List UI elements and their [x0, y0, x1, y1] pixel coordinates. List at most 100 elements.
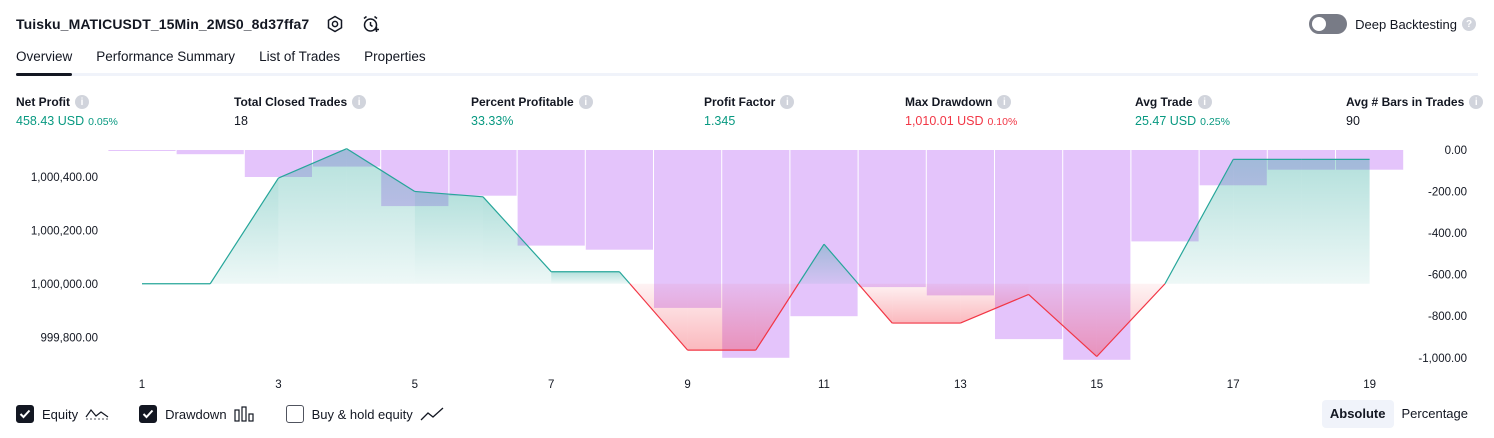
metric-net-profit: Net Profit i 458.43 USD 0.05% [16, 94, 118, 130]
metric-profit-factor: Profit Factor i 1.345 [704, 94, 795, 130]
metric-percent: 0.05% [88, 116, 118, 128]
x-axis-tick-label: 15 [1090, 379, 1103, 391]
right-axis-tick-label: -200.00 [1428, 187, 1467, 199]
info-icon[interactable]: i [997, 95, 1012, 109]
right-axis-tick-label: 0.00 [1445, 145, 1467, 157]
drawdown-checkbox[interactable] [139, 405, 158, 423]
alarm-clock-plus-icon[interactable] [361, 14, 381, 34]
metric-value: 18 [234, 114, 248, 128]
equity-segment-negative [1096, 283, 1166, 357]
left-axis-tick-label: 1,000,400.00 [31, 172, 98, 184]
strategy-header: Tuisku_MATICUSDT_15Min_2MS0_8d37ffa7 [16, 12, 381, 36]
equity-fill-positive [278, 148, 347, 284]
x-axis-tick-label: 17 [1227, 379, 1240, 391]
x-axis-tick-label: 19 [1363, 379, 1376, 391]
equity-segment-positive [823, 243, 859, 285]
x-axis-tick-label: 9 [684, 379, 690, 391]
info-icon[interactable]: i [578, 95, 593, 109]
equity-segment-negative [755, 283, 800, 351]
buy-hold-checkbox[interactable] [285, 405, 304, 423]
legend-equity[interactable]: Equity [16, 405, 109, 423]
equity-fill-negative [687, 283, 756, 351]
legend-label: Drawdown [165, 406, 227, 422]
drawdown-bar [654, 150, 722, 308]
metric-value: 1.345 [704, 114, 736, 128]
equity-line [142, 148, 1370, 357]
equity-fill-negative [960, 283, 1029, 324]
right-axis-tick-label: -600.00 [1428, 270, 1467, 282]
equity-segment-negative [960, 293, 1029, 324]
equity-segment-positive [278, 148, 347, 179]
equity-fill-positive [414, 191, 483, 284]
drawdown-bar [449, 150, 517, 196]
metric-percent: 0.25% [1200, 116, 1230, 128]
tab-bar: Overview Performance Summary List of Tra… [16, 46, 1478, 76]
info-icon[interactable]: i [780, 95, 795, 109]
equity-fill-positive [483, 196, 552, 284]
equity-fill-positive [1301, 159, 1370, 284]
help-icon[interactable]: ? [1462, 17, 1476, 31]
metric-label: Profit Factor [704, 95, 776, 109]
left-y-axis: 1,000,400.00 1,000,200.00 1,000,000.00 999,… [31, 172, 98, 344]
deep-backtesting-label: Deep Backtesting [1355, 16, 1457, 32]
legend-drawdown[interactable]: Drawdown [139, 405, 255, 423]
toggle-knob [1312, 17, 1327, 31]
tab-performance-summary[interactable]: Performance Summary [96, 49, 236, 64]
buy-hold-line-icon [420, 407, 444, 421]
equity-fill-positive [551, 271, 620, 284]
x-axis-tick-label: 3 [275, 379, 281, 391]
equity-segment-negative [629, 283, 689, 351]
metric-value: 90 [1346, 114, 1360, 128]
metric-label: Avg # Bars in Trades [1346, 95, 1465, 109]
metric-percent: 0.10% [987, 116, 1018, 128]
metric-label: Max Drawdown [905, 95, 993, 109]
x-axis: 1 3 5 7 9 11 13 15 17 19 [139, 379, 1376, 391]
metric-label: Percent Profitable [471, 95, 574, 109]
equity-fill-negative [1028, 283, 1097, 357]
drawdown-bar [517, 150, 585, 246]
equity-checkbox[interactable] [16, 405, 34, 423]
equity-drawdown-chart[interactable]: 1,000,400.00 1,000,200.00 1,000,000.00 999,… [0, 138, 1494, 396]
equity-segment-positive [798, 243, 825, 285]
info-icon[interactable]: i [1469, 95, 1484, 109]
gear-icon[interactable] [325, 14, 345, 34]
strategy-title: Tuisku_MATICUSDT_15Min_2MS0_8d37ffa7 [16, 16, 310, 32]
metric-label: Net Profit [16, 95, 70, 109]
drawdown-bar [790, 150, 858, 317]
deep-backtesting: Deep Backtesting ? [1309, 13, 1476, 35]
right-axis-tick-label: -400.00 [1428, 228, 1467, 240]
right-axis-tick-label: -800.00 [1428, 311, 1467, 323]
info-icon[interactable]: i [1197, 95, 1212, 109]
metric-avg-trade: Avg Trade i 25.47 USD 0.25% [1135, 94, 1230, 130]
legend-buy-hold[interactable]: Buy & hold equity [285, 405, 444, 423]
drawdown-bar [585, 150, 653, 250]
percentage-button[interactable]: Percentage [1401, 406, 1469, 421]
x-axis-tick-label: 13 [954, 379, 967, 391]
drawdown-bar [926, 150, 994, 296]
deep-backtesting-toggle[interactable] [1309, 14, 1348, 34]
x-axis-tick-label: 1 [139, 379, 145, 391]
equity-segment-positive [618, 271, 631, 285]
equity-segment-positive [482, 196, 552, 273]
x-axis-tick-label: 7 [548, 379, 554, 391]
tab-list-of-trades[interactable]: List of Trades [259, 49, 341, 64]
info-icon[interactable]: i [75, 95, 89, 109]
value-mode-switch: Absolute Percentage [1321, 400, 1476, 428]
metric-percent-profitable: Percent Profitable i 33.33% [471, 94, 593, 130]
metric-total-closed-trades: Total Closed Trades i 18 [234, 94, 367, 130]
absolute-button[interactable]: Absolute [1321, 400, 1394, 428]
tab-overview[interactable]: Overview [16, 46, 73, 76]
metric-value: 25.47 USD [1135, 114, 1197, 128]
equity-segment-positive [1164, 159, 1234, 285]
metric-value: 1,010.01 USD [905, 114, 984, 128]
metric-label: Avg Trade [1135, 95, 1193, 109]
drawdown-bar [1131, 150, 1199, 242]
legend-label: Equity [42, 406, 79, 422]
info-icon[interactable]: i [352, 95, 367, 109]
equity-fill-negative [892, 283, 961, 324]
equity-segment-positive [209, 177, 279, 285]
left-axis-tick-label: 999,800.00 [40, 332, 98, 344]
metric-value: 33.33% [471, 114, 514, 128]
equity-line-icon [85, 407, 109, 421]
tab-properties[interactable]: Properties [364, 49, 426, 64]
